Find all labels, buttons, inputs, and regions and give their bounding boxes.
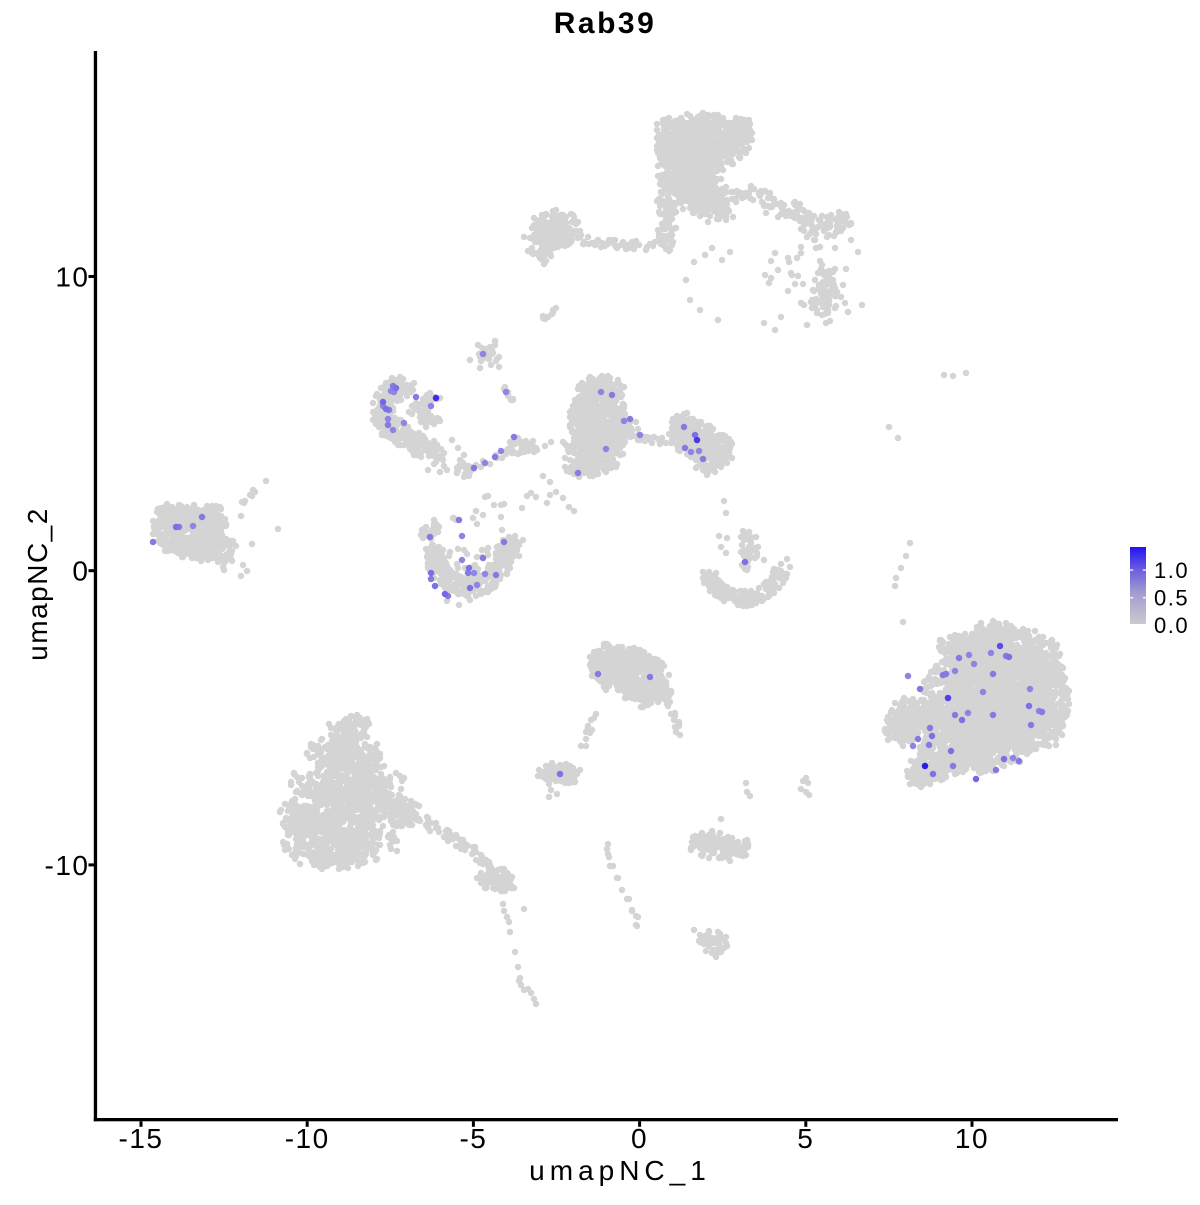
svg-text:10: 10 [955, 1123, 989, 1154]
svg-text:-5: -5 [459, 1123, 487, 1154]
svg-text:umapNC_1: umapNC_1 [529, 1155, 711, 1186]
svg-text:10: 10 [55, 262, 89, 293]
svg-text:-15: -15 [119, 1123, 164, 1154]
svg-text:umapNC_2: umapNC_2 [22, 507, 53, 661]
svg-text:0: 0 [631, 1123, 648, 1154]
svg-text:0.0: 0.0 [1154, 613, 1189, 638]
svg-text:0: 0 [72, 556, 89, 587]
svg-text:-10: -10 [45, 850, 90, 881]
svg-text:-10: -10 [285, 1123, 330, 1154]
svg-text:Rab39: Rab39 [554, 7, 657, 40]
svg-text:0.5: 0.5 [1154, 586, 1189, 611]
svg-text:1.0: 1.0 [1154, 558, 1189, 583]
svg-text:5: 5 [797, 1123, 814, 1154]
